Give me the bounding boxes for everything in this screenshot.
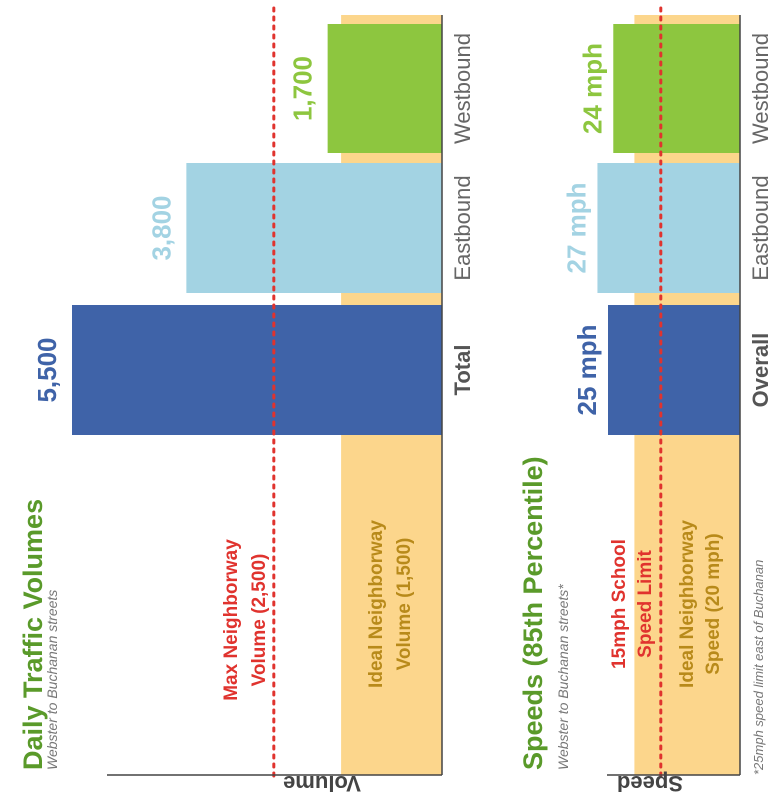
category-label: Overall bbox=[748, 333, 773, 408]
category-label: Eastbound bbox=[450, 175, 475, 280]
axis-title: Speed bbox=[617, 771, 683, 795]
axis-title: Volume bbox=[283, 771, 361, 795]
chart-subtitle: Webster to Buchanan streets bbox=[44, 590, 60, 770]
ideal-speed-label: Ideal Neighborway Speed (20 mph) bbox=[677, 520, 724, 688]
value-label: 3,800 bbox=[146, 195, 176, 260]
school-speed-label: 15mph School Speed Limit bbox=[609, 539, 656, 669]
bar-westbound bbox=[327, 24, 442, 153]
value-label: 24 mph bbox=[577, 43, 607, 134]
value-label: 5,500 bbox=[32, 337, 62, 402]
chart-title: Daily Traffic Volumes bbox=[18, 499, 48, 770]
ideal-volume-label: Ideal Neighborway Volume (1,500) bbox=[366, 520, 415, 688]
bar-westbound bbox=[613, 24, 740, 153]
bar-eastbound bbox=[597, 163, 740, 293]
volume-chart: 5,500 Total 3,800 Eastbound 1,700 Westbound bbox=[32, 6, 475, 781]
footnote: *25mph speed limit east of Buchanan bbox=[751, 560, 766, 775]
speed-chart: 25 mph Overall 27 mph Eastbound 24 mph Westbo… bbox=[561, 6, 773, 781]
chart-title: Speeds (85th Percentile) bbox=[518, 456, 548, 770]
value-label: 25 mph bbox=[572, 324, 602, 415]
bar-eastbound bbox=[186, 163, 442, 293]
category-label: Westbound bbox=[748, 33, 773, 144]
bar-overall bbox=[608, 305, 740, 435]
bar-total bbox=[72, 305, 442, 435]
category-label: Eastbound bbox=[748, 175, 773, 280]
category-label: Westbound bbox=[450, 33, 475, 144]
value-label: 27 mph bbox=[561, 182, 591, 273]
max-volume-label: Max Neighborway Volume (2,500) bbox=[221, 539, 270, 701]
value-label: 1,700 bbox=[288, 56, 318, 121]
category-label: Total bbox=[450, 345, 475, 396]
chart-subtitle: Webster to Buchanan streets* bbox=[555, 584, 571, 770]
